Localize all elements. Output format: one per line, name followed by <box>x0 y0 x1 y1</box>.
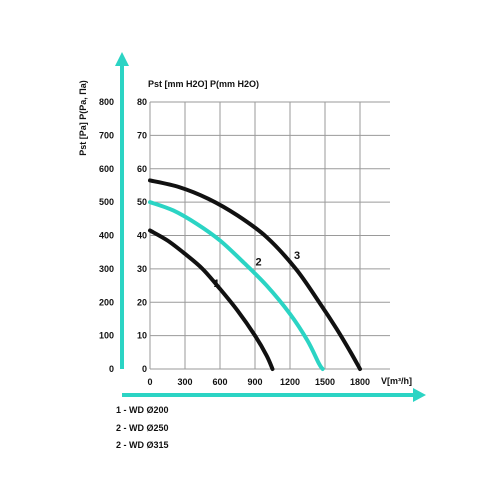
series-line-1 <box>148 228 275 371</box>
x-tick-label: 1500 <box>315 377 335 387</box>
x-tick-label: 600 <box>212 377 227 387</box>
y-tick-label-mm: 10 <box>137 331 147 341</box>
x-tick-label: 300 <box>177 377 192 387</box>
y-tick-label-mm: 70 <box>137 130 147 140</box>
x-axis-label: V[m³/h] <box>381 376 412 386</box>
y-axis-label-top: Pst [mm H2O] P(mm H2O) <box>148 79 259 89</box>
curve-labels: 1 2 3 <box>213 250 300 290</box>
x-tick-label: 1200 <box>280 377 300 387</box>
y-tick-label-mm: 50 <box>137 197 147 207</box>
y-tick-label-mm: 40 <box>137 231 147 241</box>
y-axis-label-left: Pst [Pa] P(Pa, Па) <box>78 80 88 156</box>
y-axis-arrow-icon <box>115 52 129 66</box>
series-line-3 <box>148 178 362 371</box>
y-tick-label-pa: 600 <box>99 164 114 174</box>
legend-item-1: 1 - WD Ø200 <box>116 405 169 415</box>
y-tick-label-mm: 60 <box>137 164 147 174</box>
tick-labels: 0100200300400500600700800010203040506070… <box>99 97 370 387</box>
curve-label-3: 3 <box>294 250 300 262</box>
y-tick-label-pa: 200 <box>99 297 114 307</box>
y-tick-label-pa: 700 <box>99 130 114 140</box>
y-tick-label-mm: 80 <box>137 97 147 107</box>
legend-item-2: 2 - WD Ø250 <box>116 423 169 433</box>
legend-item-3: 2 - WD Ø315 <box>116 440 169 450</box>
curve-label-2: 2 <box>255 257 261 269</box>
y-tick-label-mm: 30 <box>137 264 147 274</box>
x-tick-label: 900 <box>247 377 262 387</box>
y-tick-label-pa: 500 <box>99 197 114 207</box>
y-tick-label-pa: 0 <box>109 364 114 374</box>
axes <box>115 52 426 402</box>
y-tick-label-mm: 20 <box>137 297 147 307</box>
series-line-2 <box>148 200 325 371</box>
x-axis-arrow-icon <box>413 388 426 402</box>
x-tick-label: 0 <box>147 377 152 387</box>
y-tick-label-mm: 0 <box>142 364 147 374</box>
x-tick-label: 1800 <box>350 377 370 387</box>
y-tick-label-pa: 300 <box>99 264 114 274</box>
y-tick-label-pa: 800 <box>99 97 114 107</box>
curves <box>148 178 362 371</box>
grid <box>149 101 390 370</box>
y-tick-label-pa: 100 <box>99 331 114 341</box>
y-tick-label-pa: 400 <box>99 231 114 241</box>
curve-label-1: 1 <box>213 278 219 290</box>
